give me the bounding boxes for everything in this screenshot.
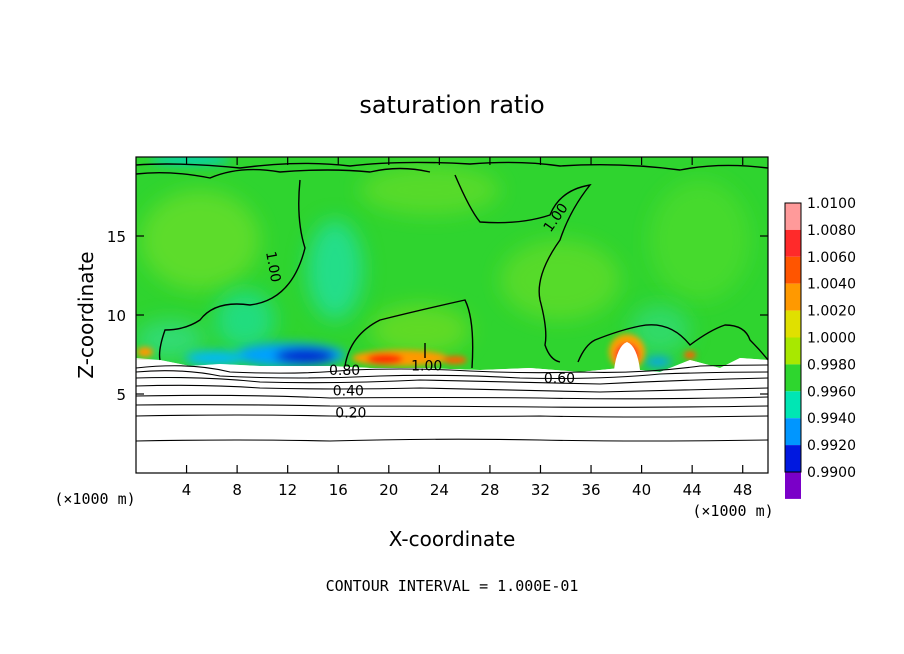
chart-title: saturation ratio <box>359 91 544 119</box>
colorbar-label: 1.0040 <box>807 277 856 293</box>
contour-interval-note: CONTOUR INTERVAL = 1.000E-01 <box>326 577 579 595</box>
colorbar-label: 0.9900 <box>807 465 856 481</box>
x-tick-label: 32 <box>531 481 550 499</box>
contour-label: 0.20 <box>335 406 366 422</box>
y-tick-label: 5 <box>116 386 126 404</box>
contour-label: 1.00 <box>411 358 442 374</box>
contour-label: 0.60 <box>544 371 575 387</box>
white-spot <box>614 342 640 370</box>
x-tick-label: 28 <box>480 481 499 499</box>
colorbar-label: 0.9980 <box>807 357 856 373</box>
colorbar-label: 0.9920 <box>807 438 856 454</box>
x-tick-label: 48 <box>733 481 752 499</box>
colorbar-label: 0.9940 <box>807 411 856 427</box>
colorbar-label: 1.0100 <box>807 196 856 212</box>
x-tick-label: 4 <box>182 481 192 499</box>
colorbar-label: 1.0080 <box>807 223 856 239</box>
heatmap-field: 1.001.001.000.80 0.600.400.20 <box>136 157 768 473</box>
y-tick-label: 10 <box>107 307 126 325</box>
colorbar-swatch <box>785 256 801 284</box>
colorbar-swatch <box>785 283 801 311</box>
sub-saturated-layer <box>136 358 768 375</box>
contour-label: 0.80 <box>329 363 360 379</box>
colorbar-label: 1.0060 <box>807 250 856 266</box>
green-field <box>136 157 768 372</box>
y-axis-label: Z-coordinate <box>74 251 98 378</box>
x-tick-label: 40 <box>632 481 651 499</box>
colorbar-swatch <box>785 391 801 419</box>
x-tick-label: 36 <box>581 481 600 499</box>
colorbar-swatch <box>785 445 801 472</box>
colorbar-swatch <box>785 310 801 338</box>
x-tick-label: 20 <box>379 481 398 499</box>
colorbar-swatch <box>785 203 801 230</box>
contour-label: 0.40 <box>333 384 364 400</box>
x-tick-label: 44 <box>683 481 702 499</box>
colorbar-label: 1.0020 <box>807 304 856 320</box>
x-tick-label: 16 <box>329 481 348 499</box>
contour-lines <box>136 161 768 369</box>
colorbar-label: 1.0000 <box>807 331 856 347</box>
x-unit-right: (×1000 m) <box>692 502 773 520</box>
y-tick-label: 15 <box>107 228 126 246</box>
colorbar-label: 0.9960 <box>807 384 856 400</box>
colorbar-frame <box>784 202 802 473</box>
colorbar-swatch <box>785 337 801 365</box>
x-tick-label: 24 <box>430 481 449 499</box>
colorbar-swatch <box>785 472 801 499</box>
contour-label: 1.00 <box>262 250 283 283</box>
x-tick-label: 8 <box>232 481 242 499</box>
lower-contours <box>136 364 768 442</box>
x-axis-label: X-coordinate <box>389 527 516 551</box>
colorbar-swatch <box>785 418 801 446</box>
y-axis-ticks: 5 10 15 <box>107 228 768 404</box>
x-axis-ticks: 4 8 12 16 20 24 28 32 36 40 44 48 <box>182 157 752 499</box>
colorbar-swatch <box>785 229 801 257</box>
colorbar-swatch <box>785 364 801 392</box>
colorbar: 1.0100 1.0080 1.0060 1.0040 1.0020 1.0000 0.99… <box>784 196 856 499</box>
x-tick-label: 12 <box>278 481 297 499</box>
x-unit-left: (×1000 m) <box>54 490 135 508</box>
